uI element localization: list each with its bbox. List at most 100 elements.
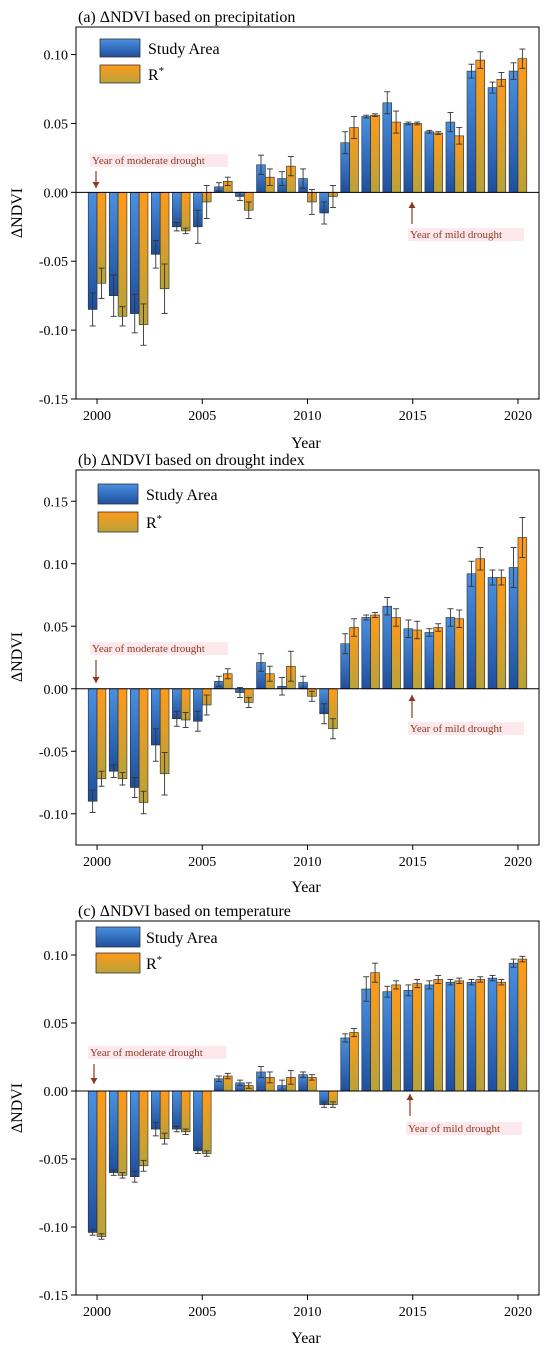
- bar: [117, 192, 128, 317]
- y-tick-label: 0.10: [44, 558, 69, 573]
- y-tick-label: -0.05: [39, 745, 68, 760]
- y-tick-label: 0.00: [44, 186, 69, 201]
- annotation-arrowhead: [92, 677, 100, 683]
- bar: [475, 558, 486, 690]
- bar: [96, 688, 107, 780]
- bar: [454, 618, 464, 690]
- annotation-bg: [90, 154, 229, 167]
- bar: [403, 990, 414, 1092]
- bar: [424, 632, 435, 690]
- bar: [138, 1090, 149, 1167]
- panel-a: (a) ΔNDVI based on precipitation -0.15-0…: [9, 9, 540, 452]
- legend-label-r: R*: [146, 513, 162, 532]
- legend-swatch-study-area: [99, 38, 141, 58]
- y-tick-label: -0.05: [39, 255, 68, 270]
- bar: [433, 627, 443, 690]
- bar: [340, 1037, 350, 1092]
- annotation-bg: [88, 1046, 227, 1059]
- panel-c-y-axis-label: ΔNDVI: [9, 1083, 26, 1133]
- bar: [193, 1090, 203, 1152]
- y-tick-label: 0.05: [44, 620, 69, 635]
- x-tick-label: 2020: [504, 855, 532, 870]
- bar: [508, 962, 519, 1092]
- bar: [172, 1090, 182, 1130]
- x-tick-label: 2000: [83, 1305, 111, 1320]
- y-tick-label: 0.10: [44, 949, 69, 964]
- x-tick-label: 2020: [504, 409, 532, 424]
- bar: [475, 979, 486, 1092]
- legend-swatch-r: [99, 64, 141, 84]
- bar: [361, 988, 371, 1092]
- legend-label-r: R*: [146, 954, 162, 973]
- x-tick-label: 2015: [399, 855, 427, 870]
- annotation-arrowhead: [406, 1094, 414, 1100]
- bar: [487, 977, 498, 1092]
- panel-b-legend: Study Area R*: [97, 483, 218, 533]
- annotation-arrowhead: [408, 202, 416, 208]
- panel-c: (c) ΔNDVI based on temperature -0.15 -0.1…: [9, 903, 540, 1347]
- y-tick-label: -0.10: [39, 324, 68, 339]
- panel-c-title: (c) ΔNDVI based on temperature: [78, 903, 291, 920]
- bar: [391, 617, 401, 690]
- bar: [454, 980, 464, 1092]
- bar: [129, 688, 140, 788]
- bar: [466, 981, 477, 1092]
- y-tick-label: -0.05: [39, 1153, 68, 1168]
- annotation-mild-drought: Year of mild drought: [408, 1123, 500, 1135]
- bar: [445, 981, 456, 1092]
- legend-label-study-area: Study Area: [148, 41, 220, 58]
- bar: [445, 617, 456, 690]
- panel-c-x-axis-label: Year: [291, 1330, 321, 1347]
- y-tick-label: 0.00: [44, 1085, 69, 1100]
- bar: [382, 605, 392, 690]
- y-tick-label: 0.15: [44, 495, 69, 510]
- panel-b-title: (b) ΔNDVI based on drought index: [78, 452, 305, 469]
- panel-a-content: -0.15 -0.10 -0.05 0.00 0.05 0.10 2000 2005 2010 2…: [39, 49, 539, 424]
- legend-swatch-r: [95, 952, 141, 974]
- bar: [201, 1090, 212, 1154]
- bar: [496, 79, 507, 193]
- bar: [466, 70, 477, 193]
- panel-a-y-axis-label: ΔNDVI: [9, 188, 26, 238]
- panel-a-x-axis-label: Year: [291, 435, 321, 452]
- x-tick-label: 2015: [399, 409, 427, 424]
- legend-swatch-study-area: [95, 926, 141, 948]
- panel-c-legend: Study Area R*: [95, 926, 218, 974]
- x-tick-label: 2005: [188, 855, 216, 870]
- x-tick-label: 2005: [188, 409, 216, 424]
- y-tick-label: -0.10: [39, 808, 68, 823]
- bar: [424, 131, 435, 193]
- panel-a-legend: Study Area R*: [99, 38, 220, 84]
- annotation-arrowhead: [92, 182, 100, 188]
- annotation-bg: [90, 642, 229, 655]
- bar: [96, 1090, 107, 1237]
- legend-swatch-study-area: [97, 483, 139, 505]
- y-tick-label: 0.05: [44, 117, 69, 132]
- y-tick-label: -0.10: [39, 1221, 68, 1236]
- annotation-mild-drought: Year of mild drought: [410, 723, 502, 735]
- x-tick-label: 2000: [83, 855, 111, 870]
- bar: [517, 58, 528, 193]
- bar: [487, 87, 498, 193]
- annotation-moderate-drought: Year of moderate drought: [92, 643, 205, 655]
- bar: [361, 116, 371, 193]
- x-tick-label: 2000: [83, 409, 111, 424]
- panel-c-content: -0.15 -0.10 -0.05 0.00 0.05 0.10 2000 2005 2010 2…: [39, 949, 539, 1320]
- panel-b-x-axis-label: Year: [291, 879, 321, 896]
- bar: [445, 121, 456, 193]
- legend-label-r: R*: [148, 65, 164, 84]
- x-tick-label: 2020: [504, 1305, 532, 1320]
- bar: [496, 577, 507, 690]
- bar: [349, 1032, 359, 1092]
- bar: [517, 958, 528, 1092]
- bar: [517, 537, 528, 690]
- x-tick-label: 2010: [294, 855, 322, 870]
- bar: [475, 59, 486, 193]
- bar: [466, 573, 477, 690]
- annotation-bg: [406, 1122, 522, 1135]
- y-tick-label: -0.15: [39, 1289, 68, 1304]
- bar: [129, 1090, 140, 1177]
- bar: [391, 984, 401, 1092]
- bar: [382, 102, 392, 193]
